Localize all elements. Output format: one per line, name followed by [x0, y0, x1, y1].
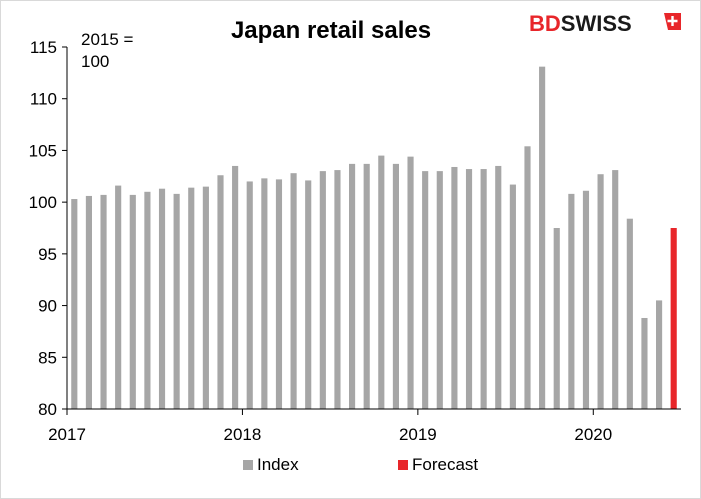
index-bar [202, 186, 209, 409]
legend-label-index: Index [257, 455, 299, 474]
index-bar [612, 170, 619, 409]
y-tick-label: 115 [30, 38, 57, 57]
index-bar [188, 187, 195, 409]
y-tick-label: 80 [38, 400, 57, 419]
index-bar [378, 155, 385, 409]
chart-title: Japan retail sales [231, 17, 431, 44]
index-bar [85, 195, 92, 409]
index-bar [480, 169, 487, 409]
index-bar [129, 194, 136, 409]
index-bar [422, 171, 429, 409]
forecast-bar [670, 228, 677, 409]
x-axis-ticks: 2017 2018 2019 2020 [48, 409, 612, 444]
index-bar [349, 163, 356, 409]
index-bar [232, 165, 239, 409]
x-tick-label: 2020 [574, 425, 612, 444]
index-bar [582, 190, 590, 409]
index-bar [436, 171, 443, 409]
index-bar [509, 184, 516, 409]
index-bar [495, 165, 502, 409]
axes [66, 47, 681, 410]
y-tick-label: 85 [38, 348, 57, 367]
legend: Index Forecast [243, 455, 478, 474]
index-bar [290, 173, 297, 409]
legend-swatch-index [243, 460, 253, 470]
index-bar [71, 199, 78, 409]
index-bar [275, 179, 283, 409]
index-bar [363, 163, 370, 409]
index-bar [465, 169, 473, 409]
index-bar [144, 191, 151, 409]
index-bar [319, 171, 326, 409]
y-tick-label: 95 [38, 245, 57, 264]
y-tick-label: 100 [29, 193, 57, 212]
index-bar [173, 193, 180, 409]
index-bar [158, 188, 166, 409]
index-bar [334, 170, 341, 409]
index-bar [305, 180, 312, 409]
index-bar [626, 218, 633, 409]
legend-swatch-forecast [398, 460, 408, 470]
logo-text: BDSWISS [529, 11, 632, 36]
logo-plus-icon [667, 16, 678, 26]
y-axis-ticks: 80 85 90 95 100 105 110 115 [29, 38, 67, 419]
index-bar [246, 181, 253, 409]
index-bar [656, 300, 663, 409]
index-bar [568, 193, 575, 409]
index-bar [524, 146, 531, 409]
index-bar [451, 166, 458, 409]
y-tick-label: 90 [38, 297, 57, 316]
unit-note-line1: 2015 = [81, 30, 134, 49]
logo-bd: BD [529, 11, 561, 36]
index-bar [217, 175, 224, 409]
y-tick-label: 105 [29, 141, 57, 160]
index-bar [392, 163, 399, 409]
logo-swiss: SWISS [561, 11, 632, 36]
index-bar [539, 66, 546, 409]
index-bar [261, 178, 268, 409]
x-tick-label: 2018 [224, 425, 262, 444]
x-tick-label: 2017 [48, 425, 86, 444]
index-bar [115, 185, 122, 409]
brand-logo: BDSWISS [529, 11, 681, 36]
legend-label-forecast: Forecast [412, 455, 478, 474]
x-tick-label: 2019 [399, 425, 437, 444]
index-bar [407, 156, 414, 409]
index-bar [553, 228, 560, 409]
bars [71, 66, 677, 409]
index-bar [100, 194, 107, 409]
unit-note-line2: 100 [81, 52, 109, 71]
y-tick-label: 110 [30, 90, 57, 109]
index-bar [597, 174, 604, 409]
index-bar [641, 317, 648, 409]
